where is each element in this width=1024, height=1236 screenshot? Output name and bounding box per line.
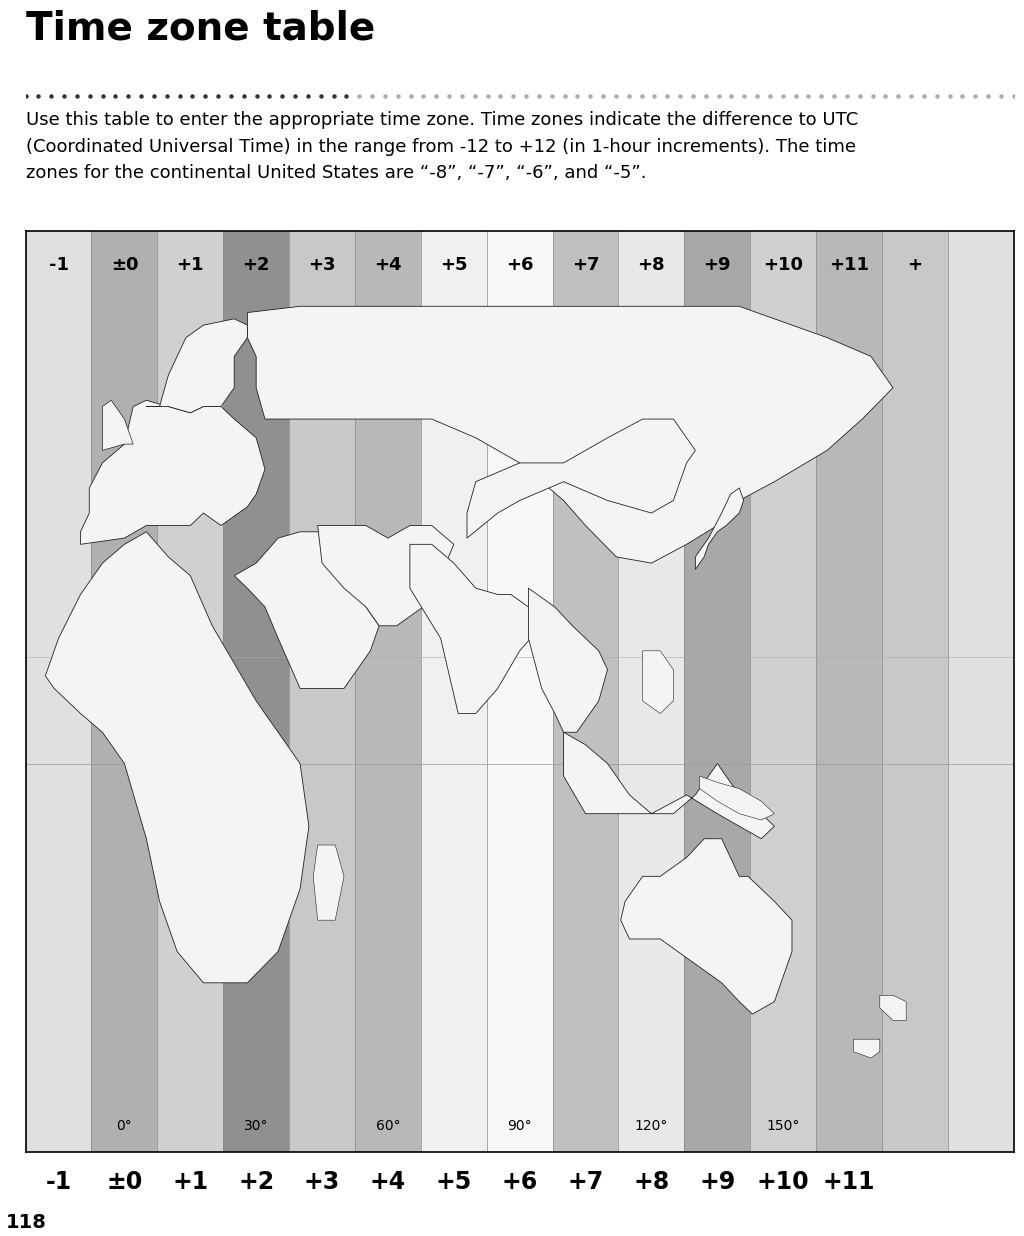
- Text: +7: +7: [567, 1169, 604, 1194]
- Text: +2: +2: [239, 1169, 274, 1194]
- Text: +11: +11: [829, 256, 869, 274]
- Text: ±0: ±0: [106, 1169, 142, 1194]
- Text: +: +: [907, 256, 923, 274]
- Text: +4: +4: [370, 1169, 406, 1194]
- Text: Time zone table: Time zone table: [26, 10, 375, 48]
- Bar: [486, 231, 553, 1152]
- Bar: [289, 231, 355, 1152]
- Text: +8: +8: [638, 256, 666, 274]
- Polygon shape: [248, 307, 893, 564]
- Bar: [882, 231, 948, 1152]
- Polygon shape: [643, 651, 674, 713]
- Text: +4: +4: [374, 256, 401, 274]
- Text: 0°: 0°: [117, 1119, 132, 1133]
- Text: 30°: 30°: [244, 1119, 268, 1133]
- Polygon shape: [699, 776, 774, 819]
- Polygon shape: [410, 544, 542, 713]
- Bar: [26, 231, 91, 1152]
- Text: 150°: 150°: [767, 1119, 800, 1133]
- Polygon shape: [313, 845, 344, 920]
- Text: +6: +6: [506, 256, 534, 274]
- Polygon shape: [234, 531, 379, 688]
- Polygon shape: [695, 488, 743, 570]
- Text: 120°: 120°: [635, 1119, 668, 1133]
- Bar: [618, 231, 684, 1152]
- Polygon shape: [853, 1039, 880, 1058]
- Text: +2: +2: [243, 256, 270, 274]
- Text: +5: +5: [435, 1169, 472, 1194]
- Bar: [158, 231, 223, 1152]
- Text: +1: +1: [176, 256, 204, 274]
- Text: +10: +10: [763, 256, 803, 274]
- Text: +7: +7: [571, 256, 599, 274]
- Bar: [751, 231, 816, 1152]
- Text: Use this table to enter the appropriate time zone. Time zones indicate the diffe: Use this table to enter the appropriate …: [26, 111, 858, 182]
- Bar: [553, 231, 618, 1152]
- Bar: [223, 231, 289, 1152]
- Text: +1: +1: [172, 1169, 208, 1194]
- Polygon shape: [621, 839, 792, 1015]
- Polygon shape: [146, 319, 248, 413]
- Polygon shape: [45, 531, 309, 983]
- Text: -1: -1: [48, 256, 69, 274]
- Text: +6: +6: [502, 1169, 538, 1194]
- Text: 60°: 60°: [376, 1119, 400, 1133]
- Bar: [91, 231, 158, 1152]
- Polygon shape: [81, 400, 265, 544]
- Text: 118: 118: [6, 1213, 47, 1232]
- Bar: [421, 231, 486, 1152]
- Text: ±0: ±0: [111, 256, 138, 274]
- Text: +9: +9: [703, 256, 731, 274]
- Text: +9: +9: [699, 1169, 735, 1194]
- Polygon shape: [528, 588, 607, 732]
- Text: +3: +3: [308, 256, 336, 274]
- Text: +8: +8: [633, 1169, 670, 1194]
- Text: +3: +3: [304, 1169, 340, 1194]
- Bar: [816, 231, 882, 1152]
- Text: +10: +10: [757, 1169, 810, 1194]
- Polygon shape: [563, 732, 774, 839]
- Text: +5: +5: [440, 256, 468, 274]
- Text: +11: +11: [823, 1169, 876, 1194]
- Polygon shape: [102, 400, 133, 450]
- Text: 90°: 90°: [507, 1119, 532, 1133]
- Polygon shape: [880, 995, 906, 1021]
- Text: -1: -1: [45, 1169, 72, 1194]
- Polygon shape: [467, 419, 695, 538]
- Bar: [684, 231, 751, 1152]
- Bar: [355, 231, 421, 1152]
- Polygon shape: [317, 525, 454, 625]
